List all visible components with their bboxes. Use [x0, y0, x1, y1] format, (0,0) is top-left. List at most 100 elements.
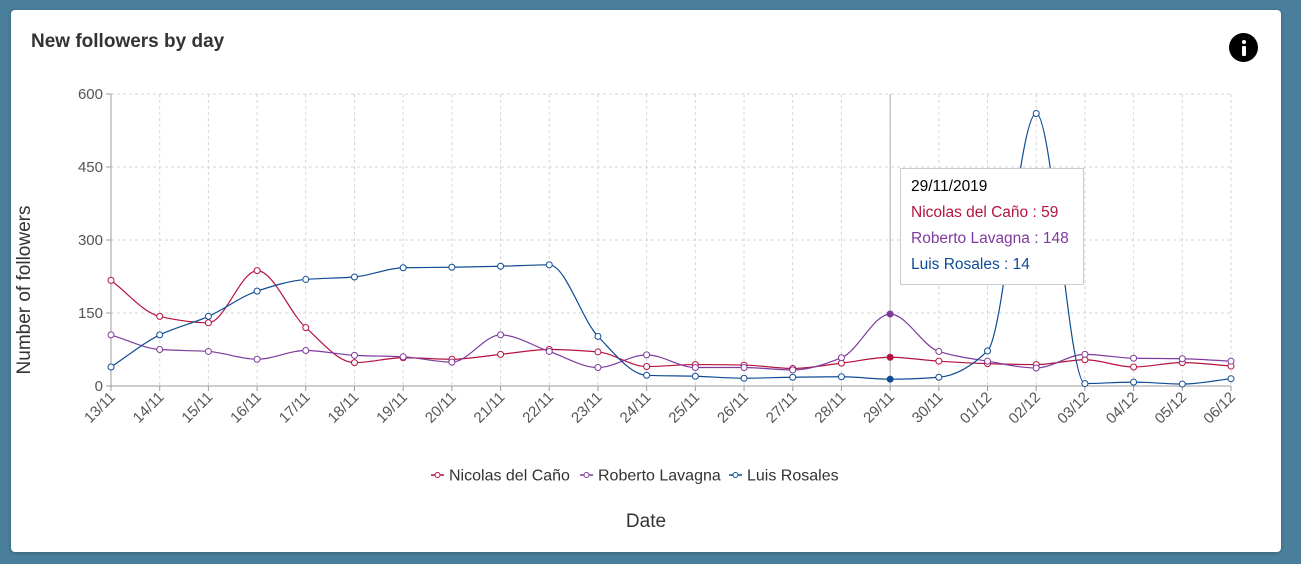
data-point	[1178, 355, 1186, 363]
x-tick-label: 25/11	[665, 389, 703, 427]
data-point	[1227, 357, 1235, 365]
tooltip-line-luis: Luis Rosales : 14	[911, 256, 1030, 273]
data-point	[1227, 375, 1235, 383]
x-tick-label: 18/11	[325, 389, 363, 427]
x-tick-label: 06/12	[1200, 389, 1239, 428]
data-point	[837, 354, 845, 362]
tooltip-line-nicolas: Nicolas del Caño : 59	[911, 204, 1059, 221]
data-point	[545, 261, 553, 269]
x-tick-label: 26/11	[714, 389, 752, 427]
x-tick-label: 05/12	[1152, 389, 1191, 428]
data-point	[886, 375, 894, 383]
x-tick-label: 14/11	[130, 389, 168, 427]
x-tick-label: 03/12	[1054, 389, 1093, 428]
x-tick-label: 19/11	[373, 389, 411, 427]
data-point	[1081, 350, 1089, 358]
x-tick-label: 27/11	[763, 389, 801, 427]
data-point	[204, 347, 212, 355]
data-point	[886, 353, 894, 361]
x-tick-label: 01/12	[957, 389, 996, 428]
tooltip-line-roberto: Roberto Lavagna : 148	[911, 230, 1069, 247]
data-point	[935, 347, 943, 355]
data-point	[156, 312, 164, 320]
data-point	[399, 264, 407, 272]
data-point	[789, 366, 797, 374]
data-point	[448, 263, 456, 271]
data-point	[984, 347, 992, 355]
x-tick-label: 29/11	[860, 389, 898, 427]
data-point	[107, 363, 115, 371]
tooltip-date: 29/11/2019	[911, 178, 988, 195]
data-point	[740, 374, 748, 382]
data-point	[302, 324, 310, 332]
y-tick-label: 600	[78, 86, 103, 103]
legend-label: Luis Rosales	[747, 468, 839, 485]
data-point	[837, 373, 845, 381]
data-point	[594, 348, 602, 356]
data-point	[204, 312, 212, 320]
data-point	[691, 364, 699, 372]
data-point	[302, 275, 310, 283]
series-line	[110, 270, 1232, 370]
data-point	[204, 319, 212, 327]
series-roberto-lavagna	[107, 310, 1235, 374]
y-tick-label: 300	[78, 232, 103, 249]
legend-marker	[583, 472, 590, 478]
data-point	[107, 331, 115, 339]
legend: Nicolas del Caño Roberto Lavagna Luis Rosa…	[431, 468, 839, 485]
data-point	[350, 359, 358, 367]
data-point	[253, 287, 261, 295]
legend-item: Roberto Lavagna	[580, 468, 721, 485]
data-point	[740, 364, 748, 372]
legend-marker	[434, 472, 441, 478]
x-tick-label: 30/11	[909, 389, 947, 427]
x-tick-label: 21/11	[471, 389, 509, 427]
data-point	[253, 355, 261, 363]
x-tick-label: 04/12	[1103, 389, 1142, 428]
data-point	[1130, 378, 1138, 386]
y-tick-label: 150	[78, 305, 103, 322]
legend-item: Nicolas del Caño	[431, 468, 570, 485]
data-point	[497, 331, 505, 339]
x-tick-label: 24/11	[617, 389, 655, 427]
data-point	[350, 273, 358, 281]
legend-marker	[732, 472, 739, 478]
x-tick-label: 15/11	[178, 389, 216, 427]
legend-label: Roberto Lavagna	[598, 468, 721, 485]
data-point	[399, 353, 407, 361]
legend-item: Luis Rosales	[729, 468, 839, 485]
data-point	[1032, 109, 1040, 117]
data-point	[935, 357, 943, 365]
data-point	[253, 267, 261, 275]
data-point	[789, 373, 797, 381]
data-point	[1032, 364, 1040, 372]
data-point	[691, 372, 699, 380]
data-point	[984, 357, 992, 365]
data-point	[156, 346, 164, 353]
data-point	[1130, 363, 1138, 371]
data-point	[643, 363, 651, 371]
x-tick-label: 28/11	[811, 389, 849, 427]
data-point	[594, 332, 602, 340]
x-tick-label: 16/11	[227, 389, 265, 427]
data-point	[594, 364, 602, 372]
data-point	[302, 346, 310, 354]
x-tick-label: 22/11	[519, 389, 557, 427]
y-axis-label: Number of followers	[14, 206, 35, 375]
data-point	[1081, 380, 1089, 388]
data-point	[156, 331, 164, 339]
data-point	[1178, 380, 1186, 388]
card-title: New followers by day	[31, 31, 225, 52]
x-tick-label: 02/12	[1005, 389, 1044, 428]
x-tick-label: 23/11	[568, 389, 606, 427]
y-tick-label: 0	[95, 378, 103, 395]
data-point	[643, 371, 651, 379]
y-tick-label: 450	[78, 159, 103, 176]
data-point	[497, 350, 505, 358]
data-point	[107, 276, 115, 284]
legend-label: Nicolas del Caño	[449, 468, 570, 485]
info-icon[interactable]	[1229, 33, 1258, 62]
data-point	[545, 347, 553, 355]
data-point	[935, 373, 943, 381]
